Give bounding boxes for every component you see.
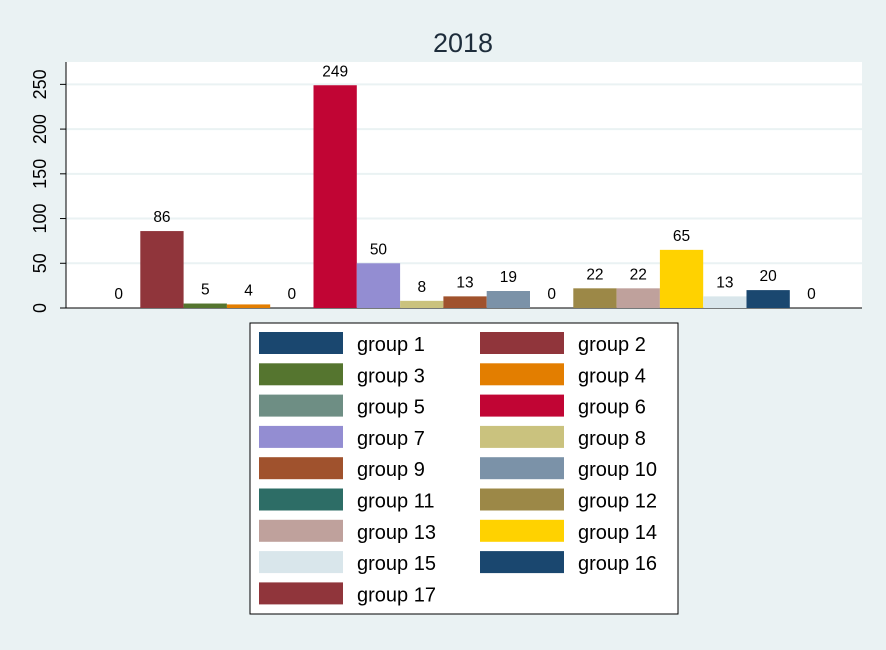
- legend-key: [259, 363, 343, 386]
- legend-label: group 6: [578, 397, 646, 419]
- legend-key: [259, 582, 343, 605]
- legend-key: [480, 519, 564, 542]
- legend-label: group 14: [578, 522, 657, 544]
- legend-key: [480, 332, 564, 354]
- data-label: 65: [673, 228, 690, 245]
- data-label: 8: [417, 279, 426, 296]
- data-label: 22: [586, 266, 603, 283]
- legend-label: group 1: [357, 334, 425, 356]
- data-label: 0: [288, 286, 297, 303]
- bar-group-9: [443, 296, 487, 308]
- bar-group-15: [703, 296, 747, 308]
- y-tick-label: 100: [30, 204, 50, 234]
- y-tick-label: 200: [30, 114, 50, 144]
- bar-group-3: [183, 303, 227, 308]
- y-tick-label: 50: [30, 253, 50, 273]
- bar-group-14: [659, 249, 704, 308]
- legend-label: group 4: [578, 365, 646, 387]
- legend-label: group 5: [357, 397, 425, 419]
- bar-group-6: [313, 85, 357, 308]
- data-label: 4: [244, 282, 253, 299]
- legend-label: group 16: [578, 553, 657, 575]
- legend-key: [259, 457, 343, 480]
- y-tick-label: 250: [30, 69, 50, 99]
- data-label: 22: [630, 266, 647, 283]
- data-label: 86: [153, 209, 170, 226]
- legend-key: [480, 551, 564, 574]
- data-label: 50: [370, 241, 388, 258]
- legend-key: [259, 519, 343, 542]
- legend-key: [480, 457, 564, 480]
- data-label: 19: [500, 269, 517, 286]
- legend-key: [480, 363, 564, 386]
- legend-label: group 9: [357, 459, 425, 481]
- legend-key: [259, 394, 343, 417]
- legend-key: [259, 332, 343, 354]
- data-label: 0: [807, 286, 816, 303]
- y-tick-label: 0: [30, 303, 50, 313]
- legend-label: group 12: [578, 491, 657, 513]
- bar-group-8: [400, 300, 444, 308]
- bar-group-4: [226, 304, 271, 308]
- y-tick-label: 150: [30, 159, 50, 189]
- legend-key: [259, 488, 343, 511]
- legend-key: [259, 425, 343, 448]
- data-label: 13: [456, 274, 473, 291]
- bar-group-16: [746, 290, 790, 308]
- legend: group 1 group 2 group 3 group 4 group 5 group…: [249, 322, 679, 615]
- legend-label: group 2: [578, 334, 646, 356]
- bar-group-7: [356, 263, 401, 308]
- bar-group-12: [573, 288, 617, 308]
- legend-key: [480, 394, 564, 417]
- data-label: 20: [760, 268, 778, 285]
- legend-label: group 15: [357, 553, 436, 575]
- data-label: 249: [322, 63, 348, 80]
- legend-key: [480, 488, 564, 511]
- data-label: 13: [716, 274, 733, 291]
- data-label: 0: [114, 286, 123, 303]
- legend-label: group 11: [357, 491, 434, 513]
- legend-key: [480, 425, 564, 448]
- chart-title: 2018: [433, 28, 493, 58]
- bar-group-10: [486, 291, 530, 308]
- legend-label: group 10: [578, 459, 657, 481]
- data-label: 0: [547, 286, 556, 303]
- data-label: 5: [201, 282, 210, 299]
- legend-key: [259, 551, 343, 574]
- bar-group-13: [616, 288, 660, 308]
- legend-label: group 7: [357, 428, 425, 450]
- plot-background: [66, 62, 862, 308]
- legend-label: group 13: [357, 522, 436, 544]
- legend-label: group 8: [578, 428, 646, 450]
- legend-label: group 3: [357, 365, 425, 387]
- legend-label: group 17: [357, 584, 436, 606]
- bar-group-2: [140, 231, 184, 308]
